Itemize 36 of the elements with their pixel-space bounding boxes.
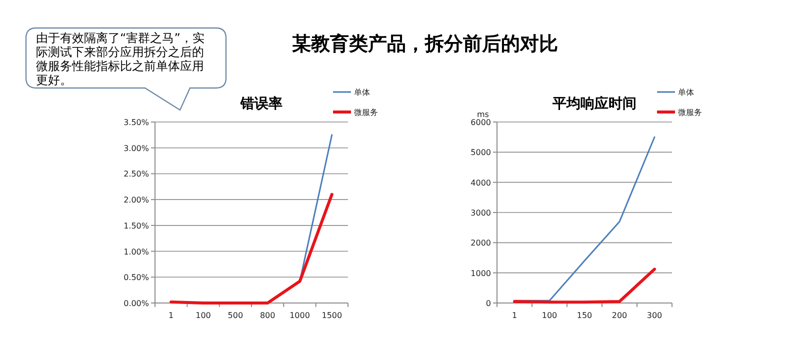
y-tick-label: 3000 <box>470 208 491 218</box>
legend-label: 微服务 <box>678 108 702 117</box>
text: 某教育类产品，拆分前后的对比 <box>292 33 558 55</box>
x-tick-label: 100 <box>196 311 211 320</box>
y-tick-label: 6000 <box>470 118 491 127</box>
y-tick-label: 3.50% <box>124 118 150 127</box>
y-tick-label: 0.00% <box>124 299 150 308</box>
x-tick-label: 800 <box>260 311 276 320</box>
legend-label: 单体 <box>678 88 694 97</box>
y-tick-label: 1.50% <box>124 221 150 230</box>
y-tick-label: 2.00% <box>124 196 150 205</box>
y-axis-title: ms <box>477 110 489 119</box>
chart-title: 平均响应时间 <box>552 95 636 112</box>
x-tick-label: 200 <box>612 311 628 320</box>
legend-label: 单体 <box>354 88 370 97</box>
y-tick-label: 2.50% <box>124 170 150 179</box>
x-tick-label: 1500 <box>322 311 342 320</box>
y-tick-label: 3.00% <box>124 144 150 153</box>
y-tick-label: 0.50% <box>124 273 150 282</box>
y-tick-label: 1000 <box>470 268 491 278</box>
x-tick-label: 300 <box>646 311 662 320</box>
chart-title: 错误率 <box>240 95 282 112</box>
x-tick-label: 100 <box>542 311 558 320</box>
text: 由于有效隔离了“害群之马”，实际测试下来部分应用拆分之后的微服务性能指标比之前单体应用更好。 <box>36 31 206 87</box>
x-tick-label: 1 <box>168 311 174 320</box>
x-tick-label: 1 <box>512 311 518 320</box>
y-tick-label: 1.00% <box>124 247 150 256</box>
legend-label: 微服务 <box>354 108 378 117</box>
x-tick-label: 1000 <box>290 311 310 320</box>
y-tick-label: 2000 <box>470 238 491 248</box>
y-tick-label: 5000 <box>470 148 491 158</box>
y-tick-label: 0 <box>486 299 491 308</box>
line-series <box>170 192 334 304</box>
x-tick-label: 150 <box>576 311 592 320</box>
y-tick-label: 4000 <box>470 178 491 188</box>
x-tick-label: 500 <box>228 311 244 320</box>
